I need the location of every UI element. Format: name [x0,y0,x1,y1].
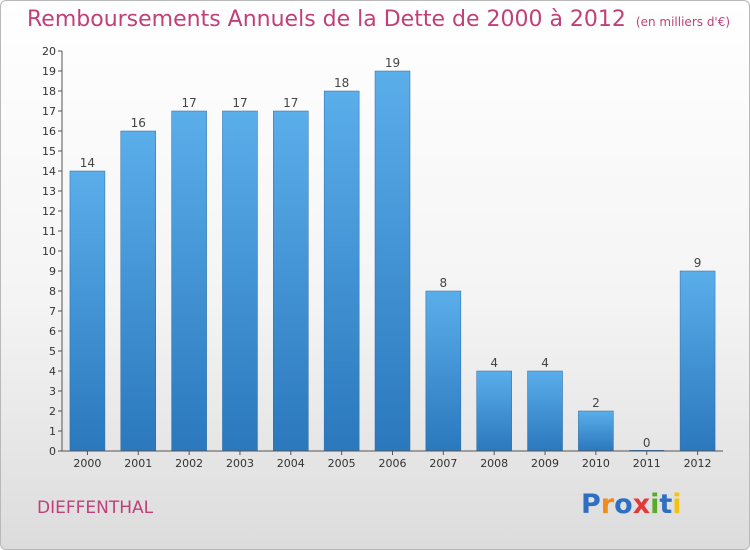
y-tick-label: 20 [42,45,56,58]
y-tick-label: 15 [42,145,56,158]
y-tick-label: 5 [49,345,56,358]
bar [425,290,462,452]
y-tick-label: 7 [49,305,56,318]
x-tick-label: 2001 [124,457,152,470]
y-tick-label: 18 [42,85,56,98]
bar-value-label: 17 [283,96,298,110]
logo-letter: i [650,489,660,520]
x-tick-label: 2000 [73,457,101,470]
x-tick-label: 2006 [379,457,407,470]
bar-value-label: 17 [232,96,247,110]
bar [578,410,614,452]
x-tick-label: 2007 [429,457,457,470]
bar-value-label: 18 [334,76,349,90]
y-tick-label: 13 [42,185,56,198]
bar-value-label: 14 [80,156,95,170]
logo-letter: x [632,489,651,520]
y-tick-label: 17 [42,105,56,118]
x-tick-label: 2004 [277,457,305,470]
logo-letter: o [614,489,633,520]
bar-value-label: 17 [181,96,196,110]
bar [323,90,360,452]
bar-value-label: 16 [131,116,146,130]
place-name: DIEFFENTHAL [37,498,154,518]
bar [120,130,157,452]
y-tick-label: 19 [42,65,56,78]
bars: 14 16 17 17 17 18 19 8 4 4 2 0 9 [69,56,716,452]
logo-letter: P [581,489,601,520]
bar [527,370,563,452]
bar [69,170,106,452]
bar [476,370,512,452]
logo-letter: r [600,489,615,520]
bar [171,110,207,452]
logo-letter: i [672,489,682,520]
bar [273,110,309,452]
x-tick-label: 2012 [684,457,712,470]
x-tick-label: 2010 [582,457,610,470]
logo-letter: t [659,489,673,520]
y-tick-label: 8 [49,285,56,298]
x-tick-label: 2011 [633,457,661,470]
y-tick-label: 12 [42,205,56,218]
bar [374,70,411,452]
chart-title: Remboursements Annuels de la Dette de 20… [27,7,731,32]
y-tick-label: 6 [49,325,56,338]
y-tick-label: 0 [49,445,56,458]
bar-value-label: 8 [440,276,448,290]
y-tick-label: 4 [49,365,56,378]
bar-value-label: 4 [490,356,498,370]
bar-value-label: 0 [643,436,651,450]
bar-value-label: 2 [592,396,600,410]
x-tick-label: 2003 [226,457,254,470]
y-tick-label: 10 [42,245,56,258]
bar [679,270,716,452]
unit-label: (en milliers d'€) [635,15,731,29]
y-tick-label: 14 [42,165,56,178]
bar-value-label: 19 [385,56,400,70]
y-tick-label: 3 [49,385,56,398]
x-tick-label: 2005 [328,457,356,470]
y-tick-label: 2 [49,405,56,418]
y-tick-label: 1 [49,425,56,438]
proxiti-logo: Proxiti [581,489,682,520]
bar-value-label: 9 [694,256,702,270]
x-tick-label: 2008 [480,457,508,470]
y-tick-label: 9 [49,265,56,278]
bar-value-label: 4 [541,356,549,370]
x-axis: 2000 2001 2002 2003 2004 2005 2006 2007 2008 2009… [62,450,723,470]
y-tick-label: 16 [42,125,56,138]
bar [222,110,258,452]
x-tick-label: 2009 [531,457,559,470]
y-tick-label: 11 [42,225,56,238]
x-tick-label: 2002 [175,457,203,470]
